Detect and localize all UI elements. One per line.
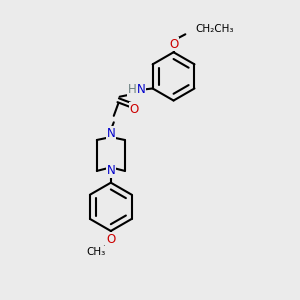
Text: N: N bbox=[106, 164, 115, 177]
Text: CH₃: CH₃ bbox=[86, 247, 105, 256]
Text: N: N bbox=[136, 83, 145, 96]
Text: O: O bbox=[130, 103, 139, 116]
Text: O: O bbox=[169, 38, 178, 50]
Text: N: N bbox=[106, 127, 115, 140]
Text: H: H bbox=[128, 83, 136, 96]
Text: CH₂CH₃: CH₂CH₃ bbox=[196, 24, 234, 34]
Text: O: O bbox=[106, 233, 116, 246]
